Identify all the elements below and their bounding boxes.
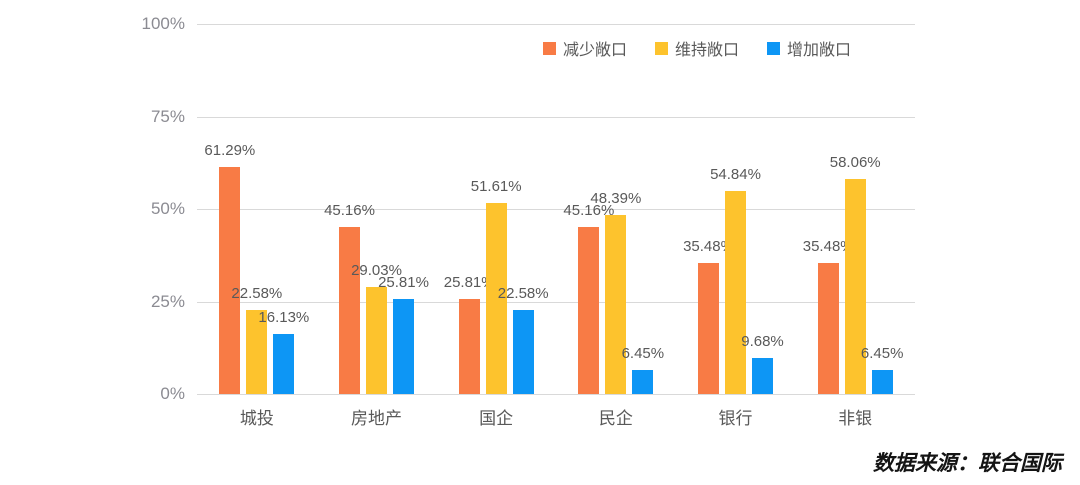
bar-group: 45.16% 48.39% 6.45% 民企 <box>556 24 676 428</box>
bar-wrap: 22.58% <box>498 285 549 394</box>
bar <box>725 191 747 394</box>
category-label: 城投 <box>239 409 274 428</box>
gridline <box>197 301 915 303</box>
bar <box>844 179 866 394</box>
bar-group: 35.48% 54.84% 9.68% 银行 <box>676 24 796 428</box>
legend-swatch-icon <box>543 41 556 55</box>
legend-swatch-icon <box>655 41 669 55</box>
bar-value-label: 22.58% <box>231 285 283 303</box>
bar-group: 61.29% 22.58% 16.13% 城投 <box>197 24 317 428</box>
bar <box>246 310 268 394</box>
bar <box>393 298 414 394</box>
legend-item: 减少敞口 <box>543 36 627 60</box>
bar <box>632 370 654 394</box>
bar <box>366 286 387 394</box>
bar-wrap: 16.13% <box>258 309 309 394</box>
bar <box>219 167 241 394</box>
bar-value-label: 16.13% <box>258 309 310 327</box>
bar-wrap: 35.48% <box>803 238 854 394</box>
bar <box>605 214 627 394</box>
bar-wrap: 48.39% <box>590 190 641 394</box>
gridline <box>197 24 915 25</box>
bar <box>512 310 534 394</box>
bar-value-label: 35.48% <box>683 237 734 255</box>
bar <box>578 226 600 394</box>
bar-wrap: 25.81% <box>378 274 429 394</box>
y-tick-label: 0% <box>160 384 185 403</box>
bar-wrap: 6.45% <box>861 345 903 394</box>
bar <box>458 298 480 394</box>
category-label: 非银 <box>838 409 873 428</box>
bar <box>485 203 507 394</box>
bar-value-label: 9.68% <box>741 333 784 351</box>
bar-value-label: 45.16% <box>324 201 375 219</box>
source-note: 数据来源：联合国际 <box>873 451 1062 475</box>
bar-group: 35.48% 58.06% 6.45% 非银 <box>795 24 915 428</box>
category-label: 国企 <box>479 409 514 428</box>
legend-swatch-icon <box>767 41 781 55</box>
bar-wrap: 9.68% <box>741 333 784 394</box>
bar-value-label: 29.03% <box>351 261 402 279</box>
category-label: 房地产 <box>351 409 402 428</box>
bar-value-label: 48.39% <box>590 189 642 207</box>
bar-group: 25.81% 51.61% 22.58% 国企 <box>436 24 556 428</box>
bar <box>273 334 295 394</box>
bar-value-label: 58.06% <box>829 154 881 172</box>
y-tick-label: 100% <box>141 14 185 33</box>
bar <box>339 226 360 394</box>
bar-value-label: 22.58% <box>497 285 549 303</box>
bar <box>698 262 720 394</box>
legend-label: 维持敞口 <box>675 42 740 59</box>
bar-value-label: 51.61% <box>470 178 522 196</box>
bar-value-label: 6.45% <box>860 345 904 363</box>
bar-value-label: 6.45% <box>621 345 665 363</box>
y-tick-label: 75% <box>150 106 185 126</box>
bar <box>871 370 893 394</box>
plot-area: 61.29% 22.58% 16.13% 城投 45.16% 29.03% 25.81% 房地… <box>197 24 915 428</box>
bar <box>817 262 839 394</box>
bar-wrap: 61.29% <box>204 142 255 394</box>
bar-wrap: 25.81% <box>444 274 495 394</box>
gridline <box>197 209 915 210</box>
bar-value-label: 35.48% <box>802 237 854 255</box>
legend: 减少敞口 维持敞口 增加敞口 <box>543 36 851 60</box>
bar-wrap: 29.03% <box>351 262 402 394</box>
legend-item: 维持敞口 <box>655 36 739 60</box>
legend-label: 减少敞口 <box>563 42 628 59</box>
bar-value-label: 61.29% <box>204 142 256 160</box>
bar-group: 45.16% 29.03% 25.81% 房地产 <box>317 24 437 428</box>
y-tick-label: 50% <box>150 199 185 218</box>
bar <box>752 358 774 394</box>
category-label: 民企 <box>598 409 633 428</box>
bar-wrap: 35.48% <box>683 238 734 394</box>
bar-wrap: 6.45% <box>622 345 664 394</box>
bar-wrap: 58.06% <box>830 154 881 394</box>
bar-wrap: 45.16% <box>324 202 375 394</box>
gridline <box>197 394 915 395</box>
bar-wrap: 45.16% <box>563 202 614 394</box>
bar-wrap: 22.58% <box>231 285 282 394</box>
bar-wrap: 51.61% <box>471 178 522 394</box>
bar-value-label: 45.16% <box>563 201 615 219</box>
bar-groups: 61.29% 22.58% 16.13% 城投 45.16% 29.03% 25.81% 房地… <box>197 24 915 428</box>
y-tick-label: 25% <box>150 291 185 311</box>
category-label: 银行 <box>718 409 753 428</box>
legend-label: 增加敞口 <box>787 42 852 59</box>
legend-item: 增加敞口 <box>767 36 851 60</box>
bar-value-label: 25.81% <box>443 273 495 291</box>
bar-value-label: 54.84% <box>710 166 761 184</box>
bar-value-label: 25.81% <box>378 273 429 291</box>
gridline <box>197 116 915 118</box>
bar-wrap: 54.84% <box>710 166 761 394</box>
